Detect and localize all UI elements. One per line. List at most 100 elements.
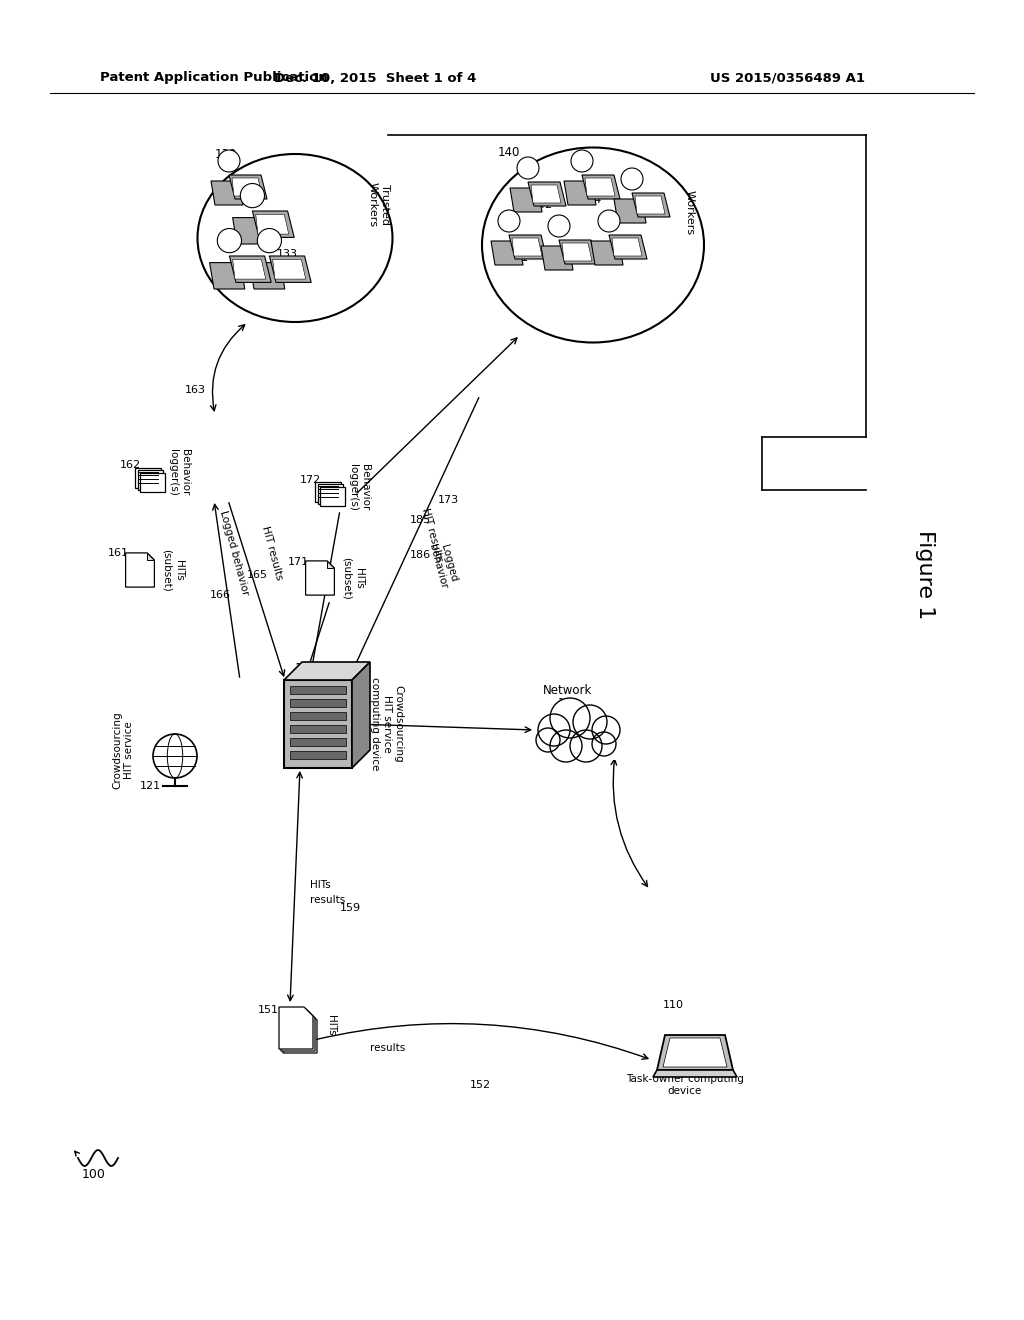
- Bar: [290, 686, 346, 694]
- Text: 163: 163: [185, 385, 206, 395]
- Text: 145: 145: [637, 201, 658, 210]
- Polygon shape: [211, 181, 243, 205]
- Text: HIT results: HIT results: [260, 525, 284, 581]
- Text: 185: 185: [410, 515, 431, 525]
- Text: 144: 144: [581, 195, 602, 205]
- Circle shape: [536, 729, 560, 752]
- Polygon shape: [232, 218, 268, 244]
- Circle shape: [241, 183, 264, 207]
- Text: 166: 166: [210, 590, 231, 601]
- Polygon shape: [531, 185, 561, 203]
- Polygon shape: [663, 1038, 727, 1067]
- Polygon shape: [564, 181, 596, 205]
- Text: 161: 161: [108, 548, 129, 558]
- Text: 133: 133: [278, 249, 298, 259]
- Bar: [290, 751, 346, 759]
- Polygon shape: [609, 235, 647, 259]
- Text: Behavior
logger(s): Behavior logger(s): [348, 463, 370, 511]
- Polygon shape: [269, 256, 311, 282]
- Text: 141: 141: [508, 253, 529, 263]
- Polygon shape: [582, 176, 620, 199]
- Polygon shape: [614, 199, 646, 223]
- Text: 142: 142: [532, 201, 553, 210]
- Text: Logged behavior: Logged behavior: [218, 510, 250, 597]
- Polygon shape: [510, 187, 542, 213]
- Circle shape: [592, 733, 616, 756]
- Polygon shape: [250, 263, 285, 289]
- Bar: [290, 711, 346, 719]
- Polygon shape: [585, 178, 615, 195]
- Bar: [319, 487, 345, 507]
- Text: 159: 159: [340, 903, 361, 913]
- Polygon shape: [284, 663, 370, 680]
- Polygon shape: [632, 193, 670, 216]
- Text: results: results: [310, 895, 345, 906]
- Circle shape: [548, 215, 570, 238]
- Text: Task-owner computing
device: Task-owner computing device: [626, 1074, 744, 1096]
- Text: Crowdsourcing
HIT service
computing device: Crowdsourcing HIT service computing devi…: [370, 677, 403, 771]
- Text: 120: 120: [295, 661, 317, 675]
- Text: 190: 190: [557, 698, 579, 708]
- Text: Crowdsourcing
HIT service: Crowdsourcing HIT service: [113, 711, 134, 789]
- Text: 121: 121: [140, 781, 161, 791]
- Text: Workers: Workers: [685, 190, 695, 235]
- Bar: [290, 700, 346, 708]
- Bar: [137, 470, 163, 490]
- Circle shape: [598, 210, 620, 232]
- Text: Patent Application Publication: Patent Application Publication: [100, 71, 328, 84]
- Polygon shape: [591, 242, 623, 265]
- Text: 140: 140: [498, 147, 520, 160]
- Circle shape: [217, 228, 242, 252]
- Polygon shape: [232, 259, 265, 279]
- Text: Figure 1: Figure 1: [915, 531, 935, 619]
- Text: Dec. 10, 2015  Sheet 1 of 4: Dec. 10, 2015 Sheet 1 of 4: [273, 71, 476, 84]
- Circle shape: [592, 715, 620, 744]
- Polygon shape: [352, 663, 370, 768]
- Text: 132: 132: [240, 187, 261, 197]
- Circle shape: [498, 210, 520, 232]
- Polygon shape: [657, 1035, 733, 1071]
- Text: 130: 130: [215, 149, 238, 161]
- Circle shape: [573, 705, 607, 739]
- Polygon shape: [229, 256, 271, 282]
- Text: HITs
(subset): HITs (subset): [162, 549, 183, 591]
- Polygon shape: [612, 238, 642, 256]
- Polygon shape: [283, 1011, 317, 1053]
- Bar: [140, 473, 165, 492]
- Text: 172: 172: [300, 475, 322, 484]
- Text: 131: 131: [222, 265, 243, 275]
- Text: US 2015/0356489 A1: US 2015/0356489 A1: [710, 71, 865, 84]
- Bar: [315, 482, 341, 502]
- Polygon shape: [147, 553, 155, 560]
- Polygon shape: [562, 243, 592, 261]
- Polygon shape: [653, 1071, 737, 1077]
- Polygon shape: [559, 240, 597, 264]
- Polygon shape: [210, 263, 245, 289]
- Polygon shape: [635, 195, 665, 214]
- Text: Network: Network: [544, 684, 593, 697]
- Text: 110: 110: [663, 1001, 684, 1010]
- Text: 171: 171: [288, 557, 309, 568]
- Bar: [284, 680, 352, 768]
- Text: 100: 100: [82, 1168, 105, 1181]
- Polygon shape: [305, 561, 335, 595]
- Circle shape: [153, 734, 197, 777]
- Polygon shape: [126, 553, 155, 587]
- Bar: [290, 738, 346, 746]
- Text: HITs: HITs: [326, 1015, 336, 1035]
- Polygon shape: [281, 1008, 315, 1051]
- Circle shape: [517, 157, 539, 180]
- Circle shape: [621, 168, 643, 190]
- Bar: [290, 725, 346, 733]
- Polygon shape: [256, 214, 289, 234]
- Text: results: results: [370, 1043, 406, 1053]
- Text: 186: 186: [410, 550, 431, 560]
- Circle shape: [257, 228, 282, 252]
- Circle shape: [550, 698, 590, 738]
- Text: HIT results: HIT results: [420, 507, 444, 564]
- Bar: [135, 469, 161, 488]
- Text: Logged
behavior: Logged behavior: [427, 540, 460, 590]
- Text: HITs
(subset): HITs (subset): [342, 557, 364, 599]
- Circle shape: [570, 730, 602, 762]
- Polygon shape: [490, 242, 523, 265]
